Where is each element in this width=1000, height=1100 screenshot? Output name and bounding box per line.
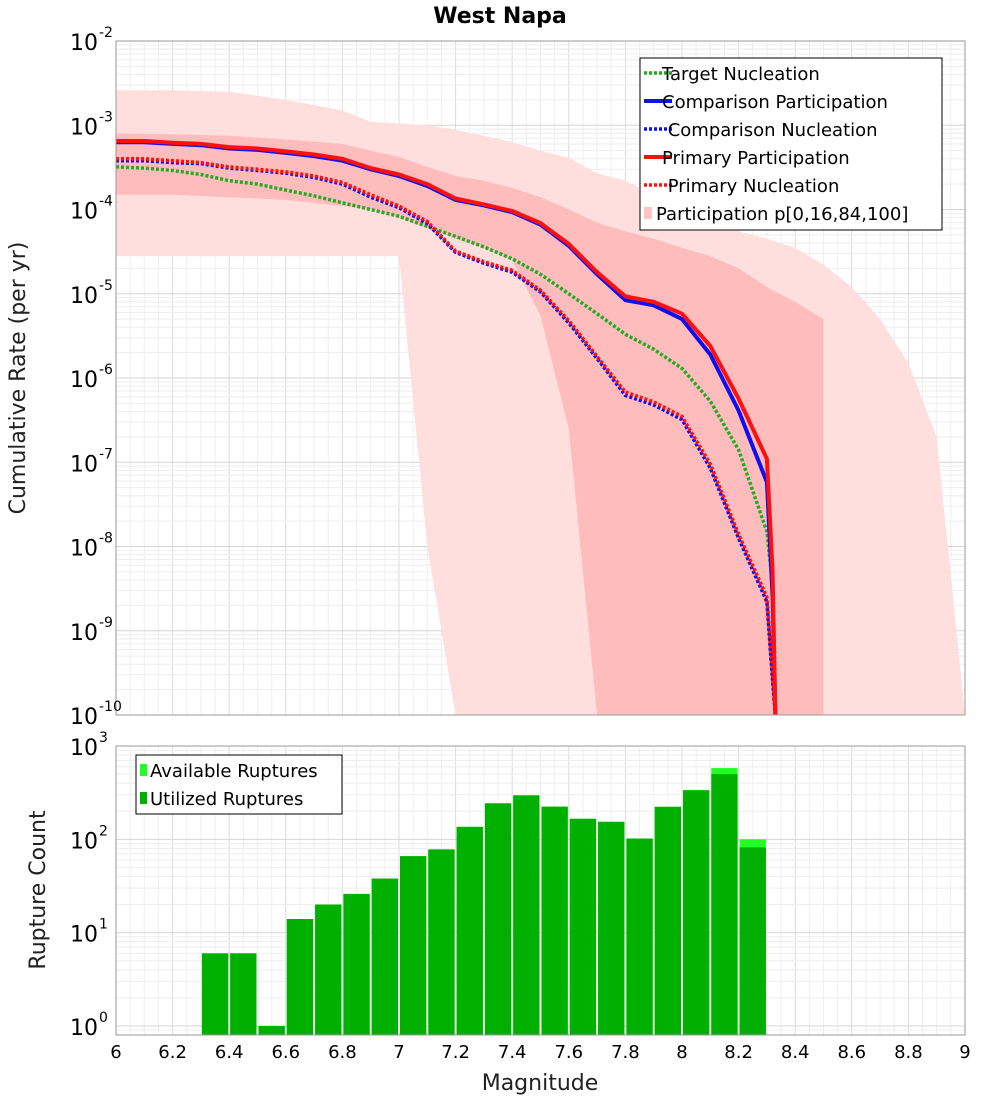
y-tick-label: 10 — [70, 368, 98, 393]
utilized-rupture-bar — [286, 919, 314, 1035]
legend-box — [135, 754, 343, 815]
bottom-y-axis-label: Rupture Count — [26, 810, 51, 970]
x-tick-label: 7 — [393, 1042, 404, 1063]
y-tick-label: 10 — [70, 829, 98, 854]
x-tick-label: 9 — [959, 1042, 970, 1063]
y-tick-exponent: -10 — [99, 699, 122, 715]
chart-title: West Napa — [433, 4, 567, 29]
top-y-tick-labels: 10-210-310-410-510-610-710-810-910-10 — [70, 25, 122, 730]
x-axis-label: Magnitude — [482, 1071, 599, 1096]
y-tick-label: 10 — [70, 31, 98, 56]
utilized-rupture-bar — [541, 806, 568, 1035]
legend-label: Primary Participation — [662, 148, 850, 169]
utilized-rupture-bar — [258, 1025, 285, 1035]
y-tick-exponent: -9 — [99, 615, 113, 631]
y-tick-label: 10 — [70, 1016, 98, 1041]
series-line — [116, 157, 778, 716]
y-tick-exponent: 1 — [99, 917, 108, 933]
legend-swatch — [140, 792, 147, 804]
x-tick-label: 6.6 — [271, 1042, 300, 1063]
x-tick-label: 7.2 — [441, 1042, 470, 1063]
legend-box — [639, 57, 943, 231]
utilized-rupture-bar — [201, 953, 229, 1035]
utilized-rupture-bar — [739, 847, 766, 1035]
x-tick-label: 6 — [110, 1042, 121, 1063]
legend-label: Target Nucleation — [661, 64, 820, 85]
y-tick-exponent: -3 — [99, 109, 113, 125]
top-plot-frame — [115, 40, 966, 716]
x-tick-label: 8 — [676, 1042, 687, 1063]
utilized-rupture-bar — [456, 826, 483, 1035]
legend-label: Utilized Ruptures — [150, 789, 303, 810]
y-tick-exponent: -7 — [99, 446, 113, 462]
utilized-rupture-bar — [626, 838, 653, 1035]
y-tick-exponent: 3 — [99, 730, 108, 746]
x-tick-label: 8.6 — [837, 1042, 866, 1063]
y-tick-label: 10 — [70, 452, 98, 477]
y-tick-label: 10 — [70, 621, 98, 646]
x-tick-label: 8.4 — [781, 1042, 810, 1063]
x-tick-label: 6.4 — [215, 1042, 244, 1063]
utilized-rupture-bar — [598, 821, 625, 1035]
top-y-axis-label: Cumulative Rate (per yr) — [6, 242, 31, 515]
top-percentile-bands — [116, 90, 965, 716]
y-tick-label: 10 — [70, 923, 98, 948]
utilized-rupture-bar — [371, 878, 398, 1035]
utilized-rupture-bar — [569, 818, 597, 1035]
utilized-rupture-bar — [230, 953, 257, 1035]
utilized-rupture-bar — [343, 893, 370, 1035]
y-tick-exponent: -2 — [99, 25, 113, 41]
x-tick-label: 8.2 — [724, 1042, 753, 1063]
bottom-plot-frame — [115, 745, 966, 1036]
utilized-rupture-bar — [400, 856, 427, 1035]
x-tick-label: 7.6 — [554, 1042, 583, 1063]
x-tick-label: 6.2 — [158, 1042, 187, 1063]
utilized-rupture-bar — [513, 795, 540, 1035]
top-series-lines — [115, 139, 778, 716]
y-tick-label: 10 — [70, 705, 98, 730]
series-line — [116, 139, 778, 716]
bottom-histogram-bars — [201, 768, 766, 1035]
x-tick-label: 6.8 — [328, 1042, 357, 1063]
legend-label: Comparison Nucleation — [662, 120, 878, 141]
utilized-rupture-bar — [315, 904, 342, 1035]
utilized-rupture-bar — [654, 806, 681, 1035]
legend-label: Participation p[0,16,84,100] — [656, 204, 908, 225]
legend-swatch — [644, 207, 652, 219]
y-tick-label: 10 — [70, 200, 98, 225]
legend-label: Comparison Participation — [662, 92, 888, 113]
y-tick-label: 10 — [70, 537, 98, 562]
utilized-rupture-bar — [683, 790, 710, 1035]
top-panel: 10-210-310-410-510-610-710-810-910-10 Cu… — [6, 25, 966, 730]
x-tick-label: 7.4 — [498, 1042, 527, 1063]
x-tick-labels: 6 6.2 6.4 6.6 6.8 7 7.2 7.4 7.6 7.8 8 8.2 8.4 8.6 8.8 9 — [110, 1042, 970, 1063]
legend-swatch — [140, 764, 147, 776]
x-tick-label: 7.8 — [611, 1042, 640, 1063]
utilized-rupture-bar — [484, 803, 512, 1035]
y-tick-exponent: -8 — [99, 531, 113, 547]
y-tick-label: 10 — [70, 115, 98, 140]
x-tick-label: 8.8 — [894, 1042, 923, 1063]
y-tick-label: 10 — [70, 284, 98, 309]
top-legend: Target Nucleation Comparison Participatio… — [639, 57, 943, 231]
utilized-rupture-bar — [711, 774, 738, 1035]
y-tick-exponent: 2 — [99, 823, 108, 839]
y-tick-exponent: -4 — [99, 194, 113, 210]
legend-label: Primary Nucleation — [662, 176, 839, 197]
percentile-band — [116, 133, 824, 715]
series-line — [115, 165, 775, 586]
bottom-legend: Available Ruptures Utilized Ruptures — [135, 754, 343, 815]
y-tick-exponent: -5 — [99, 278, 113, 294]
y-tick-exponent: -6 — [99, 362, 113, 378]
y-tick-label: 10 — [70, 736, 98, 761]
y-tick-exponent: 0 — [99, 1010, 108, 1026]
utilized-rupture-bar — [428, 849, 455, 1035]
series-line — [116, 158, 778, 716]
legend-label: Available Ruptures — [150, 761, 318, 782]
